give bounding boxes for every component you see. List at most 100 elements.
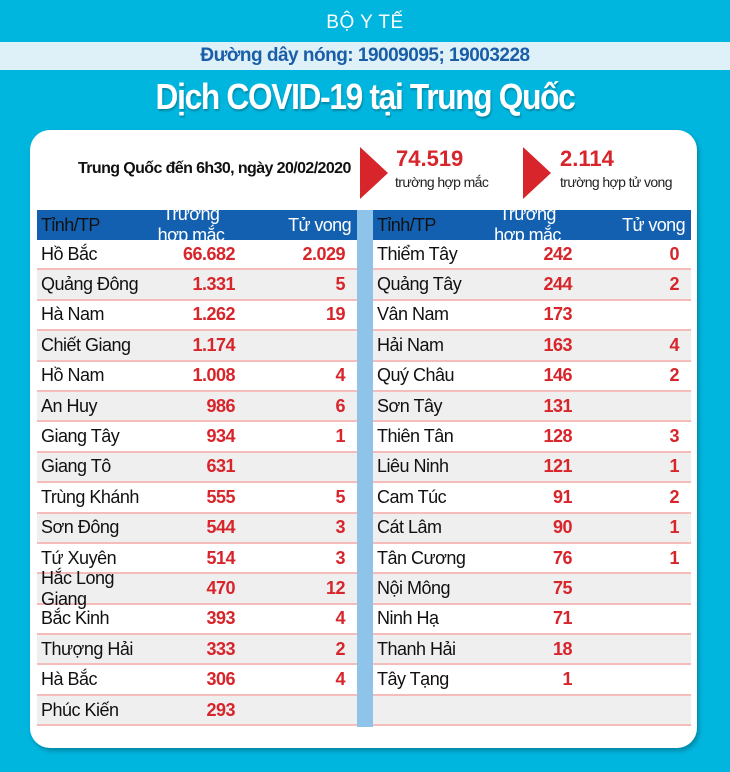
case-count: 146 — [543, 365, 572, 386]
case-count: 244 — [543, 274, 572, 295]
case-count: 71 — [552, 608, 573, 629]
death-count: 19 — [325, 304, 346, 325]
table-row: Hà Nam 1.262 19 — [37, 301, 357, 332]
organization-name: BỘ Y TẾ — [326, 12, 404, 33]
case-count: 470 — [206, 577, 235, 598]
table-row: Thượng Hải 333 2 — [37, 635, 357, 666]
province-name: Thiểm Tây — [377, 243, 458, 264]
death-count: 1 — [669, 456, 679, 477]
case-count: 544 — [206, 517, 235, 538]
province-name: Phúc Kiến — [41, 699, 119, 720]
death-count: 4 — [669, 334, 679, 355]
province-name: Chiết Giang — [41, 334, 131, 355]
header-province: Tỉnh/TP — [377, 214, 436, 235]
province-name: An Huy — [41, 395, 98, 416]
header-deaths: Tử vong — [288, 214, 351, 235]
death-count: 4 — [335, 365, 345, 386]
table-row: Cát Lâm 90 1 — [373, 513, 691, 544]
table-row: Sơn Đông 544 3 — [37, 513, 357, 544]
case-count: 76 — [552, 547, 573, 568]
page-title: Dịch COVID-19 tại Trung Quốc — [155, 76, 576, 117]
header-cases: Trường hợp mắc — [157, 204, 225, 245]
case-count: 986 — [206, 395, 235, 416]
province-name: Thiên Tân — [377, 426, 454, 447]
table-row: Quý Châu 146 2 — [373, 362, 691, 392]
case-count: 173 — [543, 304, 572, 325]
death-count: 12 — [325, 577, 346, 598]
province-name: Thanh Hải — [377, 638, 456, 659]
table-row: Nội Mông 75 — [373, 574, 691, 605]
case-count: 131 — [543, 395, 572, 416]
table-row: Quảng Tây 244 2 — [373, 270, 691, 301]
death-count: 5 — [335, 486, 345, 507]
case-count: 333 — [206, 638, 235, 659]
table-row: Chiết Giang 1.174 — [37, 331, 357, 362]
table-row: Thiên Tân 128 3 — [373, 422, 691, 453]
case-count: 555 — [206, 486, 235, 507]
case-count: 1 — [562, 669, 572, 690]
case-count: 393 — [206, 608, 235, 629]
death-count: 4 — [335, 669, 345, 690]
case-count: 128 — [543, 426, 572, 447]
death-count: 5 — [335, 274, 345, 295]
province-name: Sơn Tây — [377, 395, 443, 416]
province-name: Cam Túc — [377, 486, 447, 507]
case-count: 306 — [206, 669, 235, 690]
province-name: Hồ Nam — [41, 365, 105, 386]
case-count: 90 — [552, 517, 573, 538]
case-count: 1.008 — [192, 365, 235, 386]
case-count: 1.174 — [192, 334, 235, 355]
table-row: Thiểm Tây 242 0 — [373, 240, 691, 271]
arrow-icon — [360, 147, 388, 199]
death-count: 6 — [335, 395, 345, 416]
case-count: 91 — [552, 486, 573, 507]
table-row: Vân Nam 173 — [373, 301, 691, 332]
case-count: 934 — [206, 426, 235, 447]
table-header: Tỉnh/TP Trường hợp mắc Tử vong — [37, 204, 357, 245]
death-count: 1 — [669, 547, 679, 568]
total-cases-label: trường hợp mắc — [395, 174, 489, 190]
table-row: Quảng Đông 1.331 5 — [37, 270, 357, 301]
table-row: Tân Cương 76 1 — [373, 544, 691, 575]
header-province: Tỉnh/TP — [41, 214, 100, 235]
table-divider — [357, 210, 373, 727]
table-row: Trùng Khánh 555 5 — [37, 483, 357, 514]
table-row: Hồ Nam 1.008 4 — [37, 362, 357, 392]
table-row: Bắc Kinh 393 4 — [37, 605, 357, 636]
table-row: Tây Tạng 1 — [373, 665, 691, 696]
province-name: Hà Bắc — [41, 669, 98, 690]
table-row: Thanh Hải 18 — [373, 635, 691, 666]
province-name: Tân Cương — [377, 547, 466, 568]
table-row: Giang Tây 934 1 — [37, 422, 357, 453]
death-count: 4 — [335, 608, 345, 629]
death-count: 1 — [669, 517, 679, 538]
table-row: Tứ Xuyên 514 3 — [37, 544, 357, 575]
province-name: Tây Tạng — [377, 669, 449, 690]
province-name: Vân Nam — [377, 304, 449, 325]
province-name: Giang Tây — [41, 426, 120, 447]
case-count: 75 — [552, 577, 573, 598]
province-name: Hồ Bắc — [41, 243, 98, 264]
death-count: 2 — [669, 274, 679, 295]
left-table: Tỉnh/TP Trường hợp mắc Tử vong Hồ Bắc 66.6… — [37, 204, 357, 727]
province-name: Hắc Long Giang — [41, 567, 115, 609]
right-table: Tỉnh/TP Trường hợp mắc Tử vong Thiểm Tây 2… — [373, 204, 691, 727]
case-count: 1.331 — [192, 274, 235, 295]
province-name: Bắc Kinh — [41, 608, 110, 629]
province-name: Sơn Đông — [41, 517, 119, 538]
province-name: Hà Nam — [41, 304, 105, 325]
case-count: 18 — [552, 638, 573, 659]
province-name: Tứ Xuyên — [41, 547, 117, 568]
province-name: Nội Mông — [377, 577, 451, 598]
province-name: Quảng Tây — [377, 274, 462, 295]
case-count: 163 — [543, 334, 572, 355]
death-count: 2 — [669, 486, 679, 507]
province-name: Ninh Hạ — [377, 608, 439, 629]
table-row: Hắc Long Giang 470 12 — [37, 568, 357, 609]
province-name: Hải Nam — [377, 334, 444, 355]
case-count: 121 — [543, 456, 572, 477]
death-count: 2 — [669, 365, 679, 386]
death-count: 3 — [335, 517, 345, 538]
arrow-icon — [523, 147, 551, 199]
table-row: Hồ Bắc 66.682 2.029 — [37, 240, 357, 271]
